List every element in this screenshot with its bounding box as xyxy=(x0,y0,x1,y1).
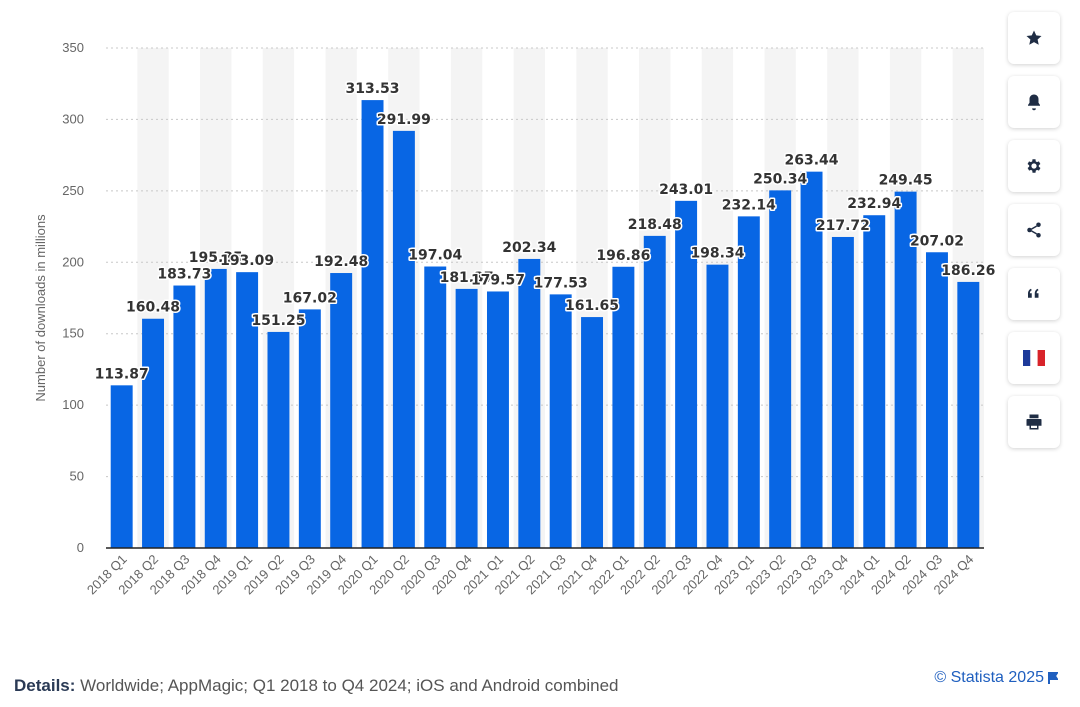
bar xyxy=(831,236,854,548)
y-axis-title: Number of downloads in millions xyxy=(33,214,48,402)
bar xyxy=(675,200,698,549)
details-text: Worldwide; AppMagic; Q1 2018 to Q4 2024;… xyxy=(75,676,619,695)
bar xyxy=(173,285,196,548)
bar xyxy=(204,268,227,548)
chart: 0 50 100 150 200 250 300 350 113.87 160.48 183.73 1… xyxy=(33,40,997,597)
details-label: Details: xyxy=(14,676,76,695)
bar xyxy=(110,385,133,548)
y-tick-label: 200 xyxy=(62,254,84,269)
cite-button[interactable] xyxy=(1008,268,1060,320)
y-tick-label: 150 xyxy=(62,326,84,341)
bar xyxy=(424,266,447,548)
data-label: 179.57 xyxy=(471,272,525,288)
y-tick-label: 300 xyxy=(62,111,84,126)
y-tick-label: 250 xyxy=(62,183,84,198)
data-label: 313.53 xyxy=(346,81,400,97)
data-label: 167.02 xyxy=(283,290,337,306)
share-button[interactable] xyxy=(1008,204,1060,256)
data-label: 291.99 xyxy=(377,112,431,128)
data-label: 186.26 xyxy=(941,263,995,279)
flag-icon xyxy=(1048,672,1058,684)
bar xyxy=(800,171,823,548)
data-label: 249.45 xyxy=(879,173,933,189)
bar xyxy=(894,191,917,548)
data-label: 192.48 xyxy=(314,254,368,270)
y-tick-label: 100 xyxy=(62,397,84,412)
data-label: 197.04 xyxy=(408,248,462,264)
bar xyxy=(706,264,729,548)
data-label: 217.72 xyxy=(816,218,870,234)
bar xyxy=(769,190,792,548)
bar xyxy=(737,216,760,548)
notification-button[interactable] xyxy=(1008,76,1060,128)
data-label: 181.37 xyxy=(440,270,494,286)
bar xyxy=(361,100,384,548)
print-icon xyxy=(1026,414,1042,430)
bell-icon xyxy=(1028,94,1040,111)
bar xyxy=(392,130,415,548)
flag-fr-icon xyxy=(1023,350,1045,366)
bar xyxy=(643,235,666,548)
gear-icon xyxy=(1027,159,1041,173)
y-tick-label: 350 xyxy=(62,40,84,55)
bar xyxy=(330,273,353,548)
settings-button[interactable] xyxy=(1008,140,1060,192)
bar xyxy=(518,258,541,548)
data-label: 177.53 xyxy=(534,275,588,291)
y-tick-label: 50 xyxy=(70,469,84,484)
bar xyxy=(267,331,290,548)
bar xyxy=(455,288,478,548)
bar xyxy=(957,281,980,548)
data-label: 207.02 xyxy=(910,233,964,249)
data-label: 202.34 xyxy=(502,240,556,256)
data-label: 218.48 xyxy=(628,217,682,233)
data-label: 243.01 xyxy=(659,182,713,198)
y-tick-label: 0 xyxy=(77,540,84,555)
data-label: 232.94 xyxy=(847,196,901,212)
bar xyxy=(925,252,948,548)
bar-chart-svg: 050100150200250300350113.87160.48183.731… xyxy=(33,40,997,597)
data-label: 193.09 xyxy=(220,253,274,269)
data-label: 183.73 xyxy=(157,267,211,283)
star-icon xyxy=(1026,30,1042,45)
data-label: 250.34 xyxy=(753,171,807,187)
favorite-button[interactable] xyxy=(1008,12,1060,64)
print-button[interactable] xyxy=(1008,396,1060,448)
bar xyxy=(863,215,886,548)
bar xyxy=(486,291,509,548)
data-label: 263.44 xyxy=(785,153,839,169)
sidebar-toolbar xyxy=(1008,12,1060,460)
data-label: 232.14 xyxy=(722,197,776,213)
data-label: 160.48 xyxy=(126,300,180,316)
data-label: 161.65 xyxy=(565,298,619,314)
bar xyxy=(142,318,165,548)
data-label: 113.87 xyxy=(95,366,149,382)
bar xyxy=(298,309,321,548)
bar xyxy=(549,294,572,548)
bar xyxy=(236,272,259,548)
data-label: 151.25 xyxy=(251,313,305,329)
details-line: Details: Worldwide; AppMagic; Q1 2018 to… xyxy=(14,676,619,696)
data-label: 198.34 xyxy=(690,246,744,262)
bar xyxy=(581,317,604,548)
data-label: 195.35 xyxy=(189,250,243,266)
data-label: 196.86 xyxy=(596,248,650,264)
bar xyxy=(612,266,635,548)
language-button[interactable] xyxy=(1008,332,1060,384)
statista-credit-link[interactable]: © Statista 2025 xyxy=(934,669,1044,686)
share-icon xyxy=(1027,222,1041,238)
quote-icon xyxy=(1028,288,1039,298)
